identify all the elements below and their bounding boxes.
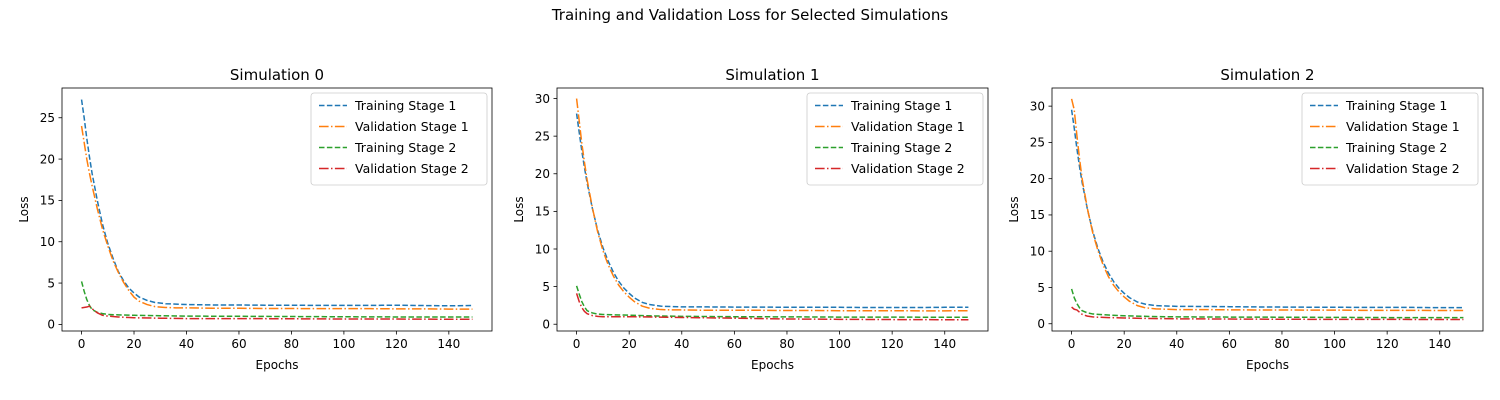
series-lines [575,98,969,321]
legend-label-1: Validation Stage 1 [355,119,469,134]
x-tick-label: 0 [78,337,86,351]
series-line-3 [575,293,969,321]
legend-label-2: Training Stage 2 [1345,140,1447,155]
y-tick-label: 10 [1030,245,1045,259]
legend-label-1: Validation Stage 1 [1346,119,1460,134]
subplot-title: Simulation 1 [725,66,819,84]
y-tick-label: 25 [535,129,550,143]
y-tick-label: 10 [535,242,550,256]
y-tick-label: 15 [1030,208,1045,222]
x-tick-label: 140 [933,337,956,351]
y-tick-label: 5 [47,276,55,290]
x-tick-label: 40 [1169,337,1184,351]
y-tick-label: 5 [1037,281,1045,295]
x-axis-label: Epochs [751,358,794,372]
legend-label-2: Training Stage 2 [354,140,456,155]
series-line-2 [1070,288,1464,319]
y-axis-label: Loss [512,196,526,222]
x-tick-label: 140 [437,337,460,351]
y-tick-label: 30 [535,92,550,106]
x-tick-label: 120 [1376,337,1399,351]
series-lines [1070,98,1464,321]
series-line-0 [1070,109,1464,309]
y-tick-label: 0 [1037,317,1045,331]
y-tick-label: 15 [40,194,55,208]
legend-label-3: Validation Stage 2 [1346,161,1460,176]
legend-label-3: Validation Stage 2 [355,161,469,176]
x-tick-label: 80 [284,337,299,351]
subplot-1: 0 20 40 60 80 100 120 140 0 5 10 15 20 25 30 Simulation… [512,66,989,372]
y-tick-label: 5 [542,280,550,294]
series-line-1 [575,98,969,312]
y-axis-label: Loss [1007,196,1021,222]
series-line-0 [575,113,969,309]
x-tick-label: 120 [385,337,408,351]
series-line-2 [80,281,473,318]
series-line-0 [80,99,473,307]
x-tick-label: 120 [881,337,904,351]
x-tick-label: 60 [727,337,742,351]
x-tick-label: 100 [828,337,851,351]
x-tick-label: 40 [179,337,194,351]
x-axis-label: Epochs [1246,358,1289,372]
legend-box [806,92,984,186]
legend: Training Stage 1 Validation Stage 1 Traini… [1301,92,1479,186]
y-tick-label: 25 [1030,136,1045,150]
series-line-1 [80,125,473,310]
series-line-1 [1070,98,1464,312]
legend-box [310,92,488,186]
y-tick-label: 30 [1030,99,1045,113]
x-tick-label: 20 [1117,337,1132,351]
legend-label-3: Validation Stage 2 [851,161,965,176]
y-tick-label: 0 [542,318,550,332]
y-tick-label: 0 [47,318,55,332]
series-line-3 [1071,306,1464,321]
legend-label-1: Validation Stage 1 [851,119,965,134]
y-tick-label: 10 [40,235,55,249]
x-tick-label: 20 [126,337,141,351]
subplot-title: Simulation 0 [230,66,324,84]
x-tick-label: 0 [1068,337,1076,351]
y-tick-label: 15 [535,205,550,219]
legend-label-2: Training Stage 2 [850,140,952,155]
subplot-0: 0 20 40 60 80 100 120 140 0 5 10 15 20 25 Simulation 0… [17,66,493,372]
x-tick-label: 140 [1428,337,1451,351]
series-line-3 [81,305,473,321]
legend: Training Stage 1 Validation Stage 1 Traini… [310,92,488,186]
legend-label-0: Training Stage 1 [1345,98,1447,113]
series-line-2 [575,285,969,319]
x-tick-label: 100 [332,337,355,351]
figure-suptitle: Training and Validation Loss for Selecte… [551,6,949,24]
axes-frame [61,87,493,332]
x-tick-label: 80 [779,337,794,351]
x-tick-label: 40 [674,337,689,351]
x-tick-label: 80 [1274,337,1289,351]
legend-label-0: Training Stage 1 [850,98,952,113]
series-lines [80,99,473,321]
axes-frame [1051,87,1484,332]
axes-frame [556,87,989,332]
x-tick-label: 60 [1222,337,1237,351]
x-tick-label: 20 [622,337,637,351]
legend-box [1301,92,1479,186]
legend-label-0: Training Stage 1 [354,98,456,113]
y-tick-label: 20 [40,152,55,166]
x-tick-label: 100 [1323,337,1346,351]
subplot-2: 0 20 40 60 80 100 120 140 0 5 10 15 20 25 30 Simulation… [1007,66,1484,372]
y-tick-label: 25 [40,111,55,125]
x-tick-label: 60 [231,337,246,351]
x-tick-label: 0 [573,337,581,351]
legend: Training Stage 1 Validation Stage 1 Traini… [806,92,984,186]
subplot-title: Simulation 2 [1220,66,1314,84]
y-tick-label: 20 [1030,172,1045,186]
y-tick-label: 20 [535,167,550,181]
x-axis-label: Epochs [256,358,299,372]
y-axis-label: Loss [17,196,31,222]
